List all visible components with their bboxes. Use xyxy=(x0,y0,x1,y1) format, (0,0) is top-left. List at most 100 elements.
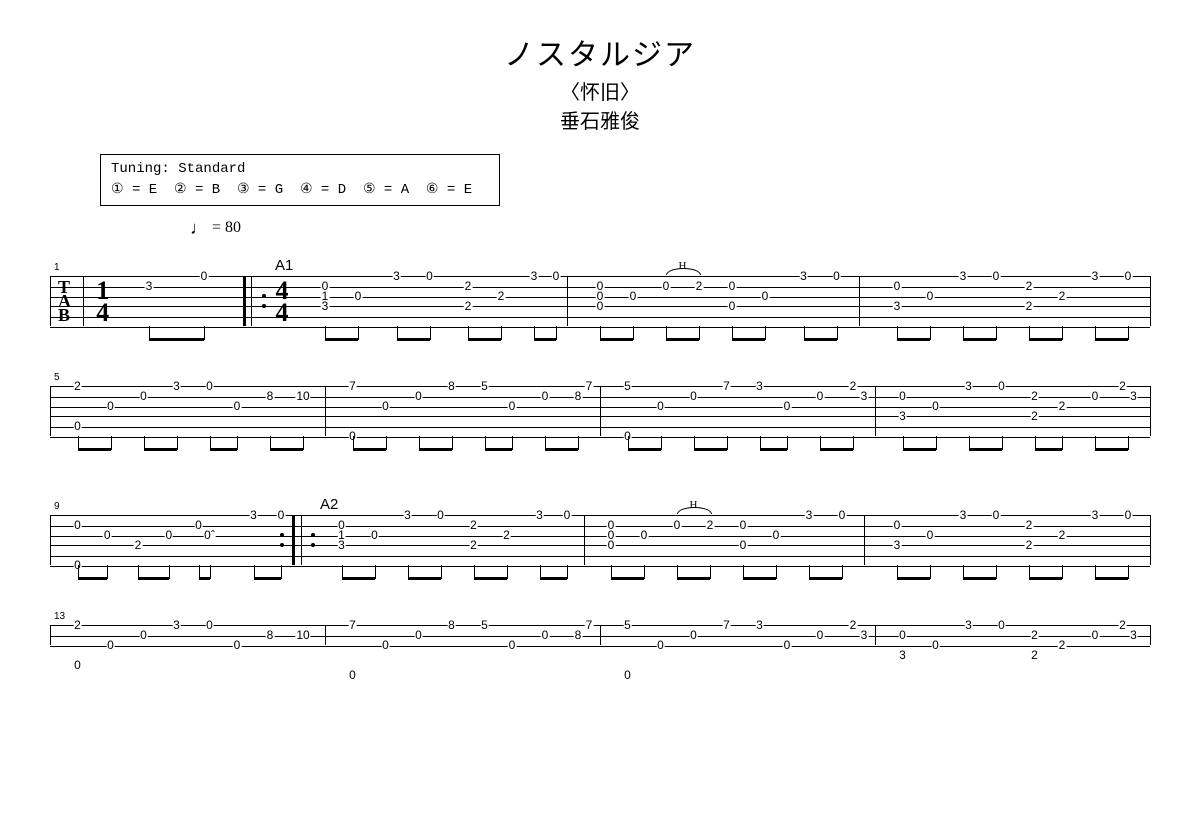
note-beam xyxy=(138,577,169,580)
note-beam xyxy=(325,338,358,341)
fret-number: 3 xyxy=(403,510,412,520)
fret-number: 2 xyxy=(464,281,473,291)
repeat-dots-icon xyxy=(310,515,316,565)
fret-number: 3 xyxy=(860,391,869,401)
barline xyxy=(50,515,51,565)
note-beam xyxy=(963,338,996,341)
fret-number: 0 xyxy=(205,620,214,630)
barline xyxy=(1150,386,1151,436)
fret-number: 2 xyxy=(469,520,478,530)
fret-number: 3 xyxy=(893,301,902,311)
note-stem xyxy=(1128,565,1129,579)
fret-number: 0 xyxy=(656,401,665,411)
fret-number: 0 xyxy=(381,640,390,650)
staff-lines-mid xyxy=(50,545,1150,557)
fret-number: 2 xyxy=(1058,401,1067,411)
fret-number: 0 xyxy=(926,530,935,540)
note-stem xyxy=(936,436,937,450)
note-stem xyxy=(1128,436,1129,450)
tuning-label: Tuning: Standard xyxy=(111,159,489,180)
fret-number: 3 xyxy=(1129,630,1138,640)
barline xyxy=(325,386,326,436)
fret-number: 3 xyxy=(1091,271,1100,281)
note-stem xyxy=(107,565,108,579)
fret-number: 0 xyxy=(898,391,907,401)
time-signature: 44 xyxy=(276,280,289,324)
fret-number: 2 xyxy=(73,381,82,391)
tab-staff-1: 1TAB144430013030222300000020003003030222… xyxy=(50,276,1150,338)
fret-number: 7 xyxy=(585,620,594,630)
fret-number: 5 xyxy=(623,381,632,391)
tuning-string: ⑤ = A xyxy=(363,182,426,198)
note-stem xyxy=(177,436,178,450)
note-stem xyxy=(501,326,502,340)
fret-number: 0 xyxy=(194,520,203,530)
note-beam xyxy=(1095,577,1128,580)
note-stem xyxy=(765,326,766,340)
note-stem xyxy=(507,565,508,579)
fret-number: 3 xyxy=(964,381,973,391)
fret-number: 2 xyxy=(497,291,506,301)
section-a1: A1 xyxy=(275,257,1150,274)
note-beam xyxy=(760,448,788,451)
fret-number: 0 xyxy=(662,281,671,291)
fret-number: 0 xyxy=(541,630,550,640)
note-stem xyxy=(776,565,777,579)
fret-number: 0 xyxy=(783,401,792,411)
fret-number: 0 xyxy=(997,381,1006,391)
note-stem xyxy=(930,565,931,579)
note-stem xyxy=(661,436,662,450)
fret-number: 3 xyxy=(959,271,968,281)
note-stem xyxy=(358,326,359,340)
fret-number: 10 xyxy=(295,391,310,401)
fret-number: 2 xyxy=(1025,520,1034,530)
note-beam xyxy=(149,338,204,341)
fret-number: 0 xyxy=(164,530,173,540)
note-stem xyxy=(842,565,843,579)
fret-number: 0 xyxy=(370,530,379,540)
note-beam xyxy=(534,338,556,341)
note-beam xyxy=(677,577,710,580)
fret-number: 3 xyxy=(898,411,907,421)
tuning-box: Tuning: Standard ① = E ② = B ③ = G ④ = D… xyxy=(100,154,500,206)
fret-number: 2 xyxy=(1058,640,1067,650)
fret-number: 0 xyxy=(139,391,148,401)
fret-number: 5 xyxy=(623,620,632,630)
fret-number: 0 xyxy=(508,640,517,650)
fret-number: 0 xyxy=(623,670,632,680)
fret-number: 2 xyxy=(1118,620,1127,630)
fret-number: 0 xyxy=(656,640,665,650)
note-beam xyxy=(1095,448,1128,451)
fret-number: 10 xyxy=(295,630,310,640)
note-beam xyxy=(210,448,238,451)
fret-number: 0 xyxy=(739,540,748,550)
tie-arc xyxy=(666,268,701,275)
fret-number: 3 xyxy=(321,301,330,311)
note-stem xyxy=(204,326,205,340)
barline xyxy=(301,515,302,565)
fret-number: 7 xyxy=(722,381,731,391)
tuning-string: ① = E xyxy=(111,182,174,198)
measure-number: 9 xyxy=(54,501,60,512)
note-beam xyxy=(969,448,1002,451)
note-stem xyxy=(441,565,442,579)
barline xyxy=(50,386,51,436)
note-beam xyxy=(694,448,727,451)
fret-number: 2 xyxy=(1118,381,1127,391)
note-beam xyxy=(963,577,996,580)
fret-number: 0 xyxy=(997,620,1006,630)
note-stem xyxy=(727,436,728,450)
note-beam xyxy=(804,338,837,341)
tuning-strings: ① = E ② = B ③ = G ④ = D ⑤ = A ⑥ = E xyxy=(111,180,489,201)
note-beam xyxy=(628,448,661,451)
note-beam xyxy=(270,448,303,451)
fret-number: 0 xyxy=(541,391,550,401)
fret-number: 0 xyxy=(103,530,112,540)
barline xyxy=(292,515,295,565)
note-stem xyxy=(169,565,170,579)
barline xyxy=(50,276,51,326)
fret-number: 3 xyxy=(893,540,902,550)
fret-number: 0 xyxy=(348,670,357,680)
fret-number: 2 xyxy=(849,620,858,630)
note-stem xyxy=(853,436,854,450)
